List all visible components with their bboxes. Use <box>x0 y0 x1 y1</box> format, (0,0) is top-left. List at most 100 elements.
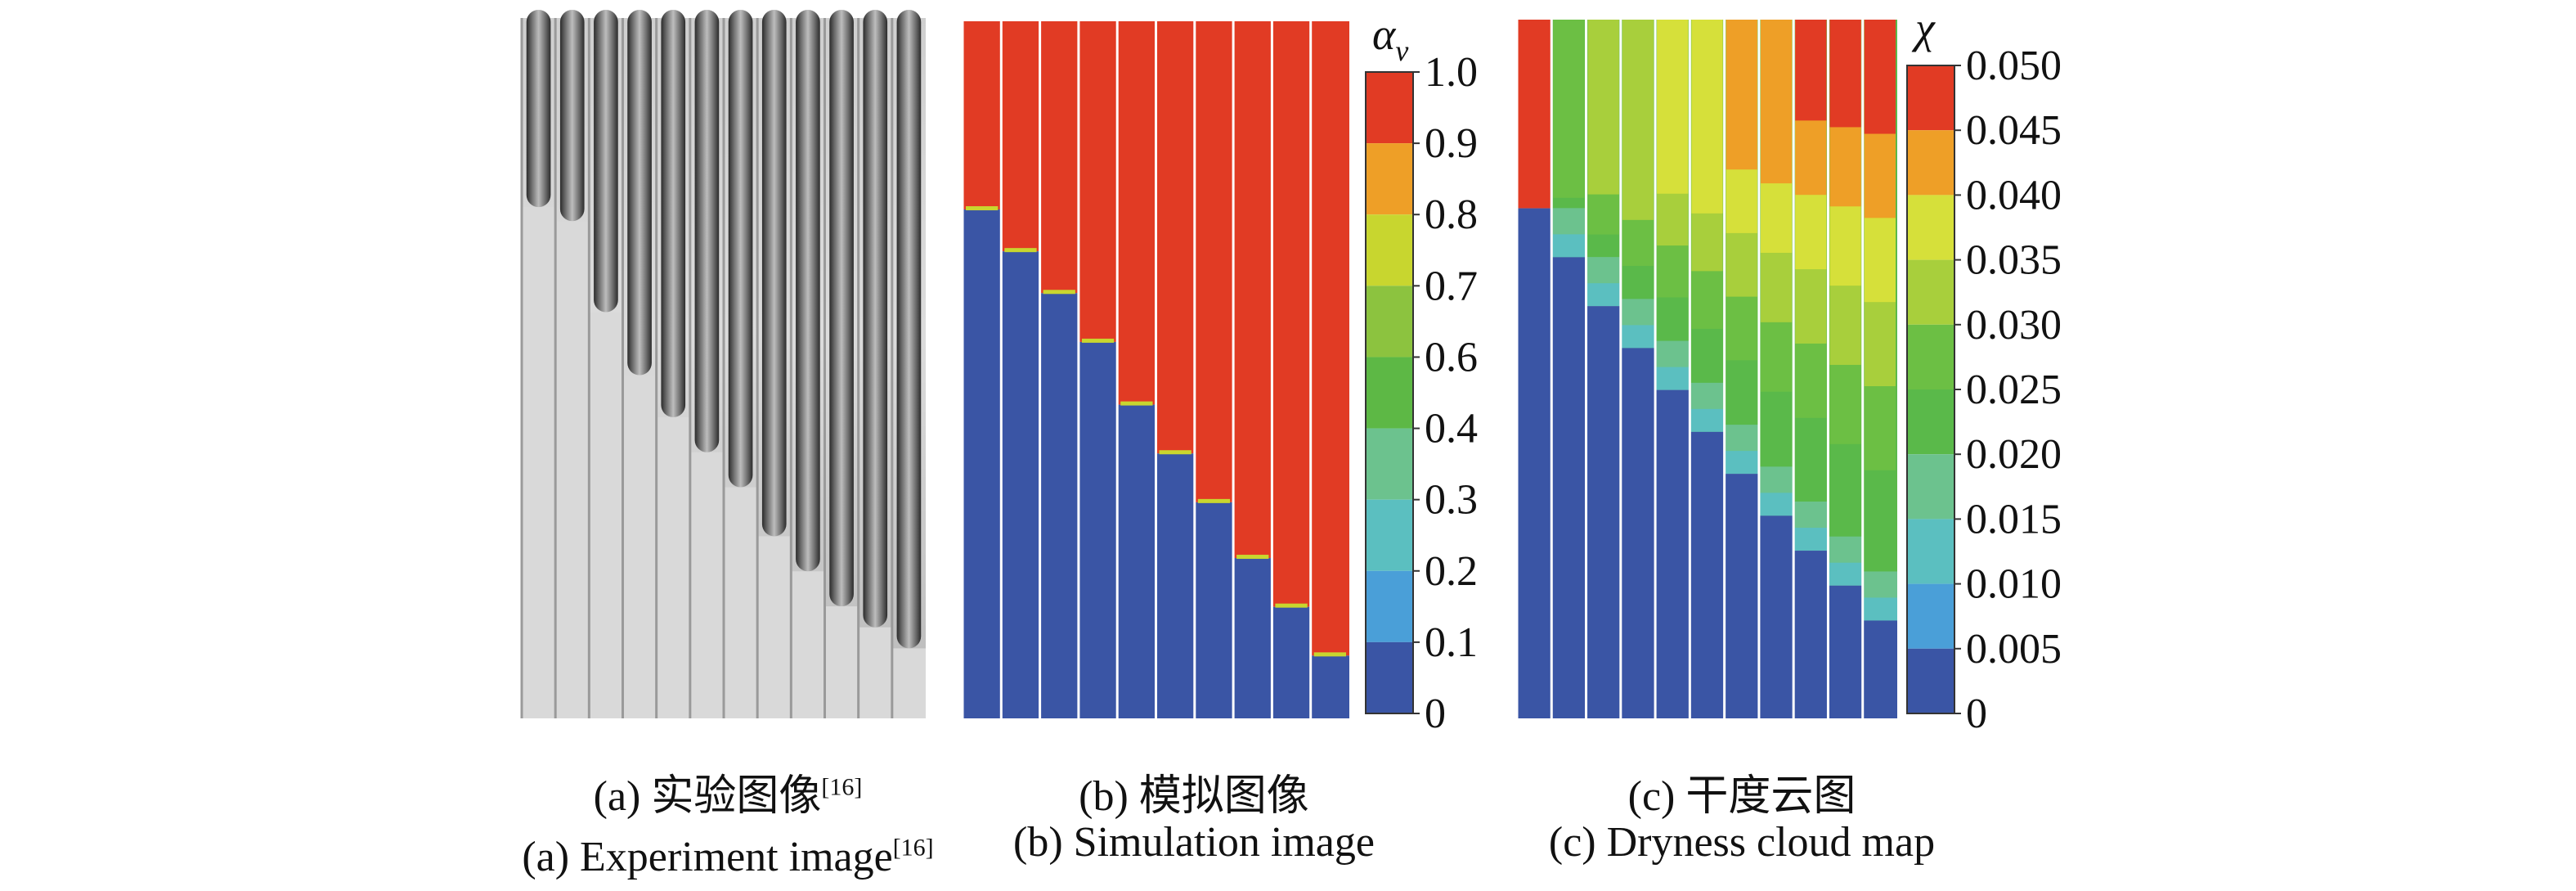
simulation-interface <box>1081 338 1115 343</box>
dryness-liquid-region <box>1690 431 1725 718</box>
caption-b-cn: (b) 模拟图像 <box>1079 773 1309 820</box>
colorbar-tick-label: 0.015 <box>1966 496 2062 542</box>
experiment-liquid-column <box>858 627 892 718</box>
dryness-liquid-region <box>1586 306 1621 718</box>
experiment-liquid-column <box>791 571 825 718</box>
dryness-fringe <box>1690 408 1725 432</box>
experiment-vapor-slug <box>661 10 686 417</box>
colorbar-swatch <box>1366 357 1413 429</box>
dryness-band <box>1622 20 1654 220</box>
dryness-fringe <box>1758 493 1794 516</box>
dryness-liquid-region <box>1758 515 1794 718</box>
dryness-band <box>1587 20 1619 195</box>
colorbar-swatch <box>1907 648 1954 713</box>
colorbar-swatch <box>1907 583 1954 649</box>
colorbar-tick-label: 1.0 <box>1425 49 1478 96</box>
colorbar-tick-label: 0.8 <box>1425 191 1478 238</box>
simulation-vapor-region <box>1233 21 1272 559</box>
dryness-liquid-region <box>1620 348 1656 718</box>
dryness-fringe <box>1551 234 1586 258</box>
colorbar-symbol-chi: χ <box>1911 3 1936 52</box>
dryness-liquid-region <box>1517 208 1552 718</box>
simulation-interface <box>1313 652 1346 657</box>
experiment-vapor-slug <box>559 10 585 222</box>
void-fraction-colorbar: αv 1.0 0.9 0.8 0.7 0.6 0.4 0.3 0.2 0.1 0 <box>1365 10 1478 737</box>
dryness-band <box>1691 20 1723 214</box>
colorbar-tick-label: 0.2 <box>1425 548 1478 595</box>
simulation-vapor-region <box>1001 21 1040 252</box>
colorbar-swatch <box>1907 454 1954 520</box>
dryness-fringe <box>1620 325 1656 349</box>
simulation-liquid-region <box>1194 502 1234 718</box>
simulation-interface <box>1159 450 1192 455</box>
colorbar-swatch <box>1907 324 1954 389</box>
colorbar-swatch <box>1907 389 1954 455</box>
dryness-colorbar: χ 0.050 0.045 0.040 0.035 0.030 0.025 0.020 0.0… <box>1906 3 2062 737</box>
dryness-liquid-region <box>1655 389 1690 718</box>
colorbar-swatch <box>1907 519 1954 584</box>
simulation-interface <box>966 206 999 211</box>
simulation-vapor-region <box>963 21 1002 210</box>
colorbar-tick-label: 0.1 <box>1425 619 1478 666</box>
colorbar-tick-label: 0 <box>1966 691 1987 737</box>
caption-b-en: (b) Simulation image <box>1013 819 1375 866</box>
colorbar-swatch <box>1907 195 1954 260</box>
colorbar-tick-label: 0.020 <box>1966 431 2062 478</box>
experiment-vapor-slug <box>829 10 854 607</box>
experiment-vapor-slug <box>627 10 652 376</box>
experiment-liquid-column <box>622 375 657 718</box>
simulation-liquid-region <box>1117 404 1156 718</box>
colorbar-tick-label: 0.3 <box>1425 477 1478 524</box>
dryness-fringe <box>1655 367 1690 390</box>
experiment-liquid-column <box>824 606 859 718</box>
experiment-liquid-column <box>522 207 556 718</box>
colorbar-swatch <box>1366 214 1413 286</box>
dryness-band <box>1829 20 1861 128</box>
simulation-liquid-region <box>1310 655 1349 718</box>
colorbar-tick-label: 0.010 <box>1966 561 2062 608</box>
experiment-image-panel <box>520 10 926 718</box>
caption-a-en: (a) Experiment image[16] <box>522 834 934 880</box>
colorbar-symbol-alpha-v: αv <box>1372 10 1408 67</box>
colorbar-tick-label: 0 <box>1425 691 1446 737</box>
simulation-image-panel <box>961 21 1349 718</box>
colorbar-tick-label: 0.4 <box>1425 406 1478 452</box>
simulation-vapor-region <box>1078 21 1118 342</box>
simulation-vapor-region <box>1272 21 1311 607</box>
dryness-band <box>1795 20 1827 121</box>
colorbar-tick-label: 0.025 <box>1966 367 2062 413</box>
colorbar-swatch <box>1907 259 1954 325</box>
simulation-interface <box>1120 401 1153 406</box>
experiment-liquid-column <box>689 452 724 718</box>
colorbar-swatch <box>1366 286 1413 358</box>
simulation-interface <box>1043 290 1075 295</box>
dryness-fringe <box>1862 597 1897 621</box>
experiment-liquid-column <box>589 312 623 718</box>
dryness-fringe <box>1793 528 1829 551</box>
experiment-liquid-column <box>757 536 792 718</box>
colorbar-tick-label: 0.035 <box>1966 237 2062 284</box>
simulation-vapor-region <box>1117 21 1156 405</box>
experiment-vapor-slug <box>796 10 820 572</box>
simulation-liquid-region <box>963 209 1002 718</box>
colorbar-swatch <box>1366 428 1413 500</box>
dryness-fringe <box>1724 451 1759 475</box>
colorbar-tick-label: 0.6 <box>1425 334 1478 380</box>
dryness-band <box>1553 20 1585 198</box>
colorbar-swatch <box>1366 641 1413 713</box>
dryness-liquid-region <box>1551 257 1586 718</box>
experiment-vapor-slug <box>863 10 888 628</box>
colorbar-tick-label: 0.005 <box>1966 626 2062 673</box>
colorbar-tick-label: 0.045 <box>1966 107 2062 154</box>
simulation-interface <box>1004 248 1037 253</box>
simulation-interface <box>1275 603 1308 608</box>
colorbar-swatch <box>1366 72 1413 144</box>
colorbar-swatch <box>1366 570 1413 642</box>
simulation-liquid-region <box>1001 251 1040 718</box>
colorbar-tick-label: 0.030 <box>1966 302 2062 349</box>
dryness-liquid-region <box>1724 474 1759 718</box>
dryness-band <box>1657 20 1689 194</box>
caption-a-cn: (a) 实验图像[16] <box>593 773 863 820</box>
simulation-vapor-region <box>1039 21 1079 294</box>
